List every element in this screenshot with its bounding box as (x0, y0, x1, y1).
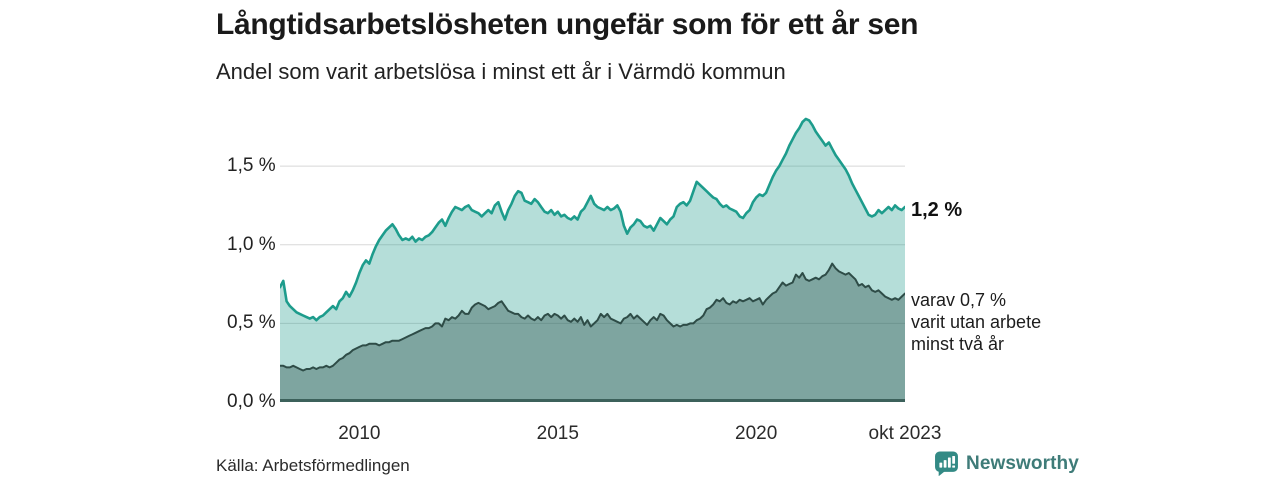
chart-subtitle: Andel som varit arbetslösa i minst ett å… (216, 59, 786, 84)
x-tick-label: 2010 (338, 423, 381, 444)
x-tick-label: 2015 (536, 423, 579, 444)
x-tick-label: okt 2023 (868, 423, 942, 444)
y-tick-label: 0,5 % (227, 312, 276, 334)
source-note: Källa: Arbetsförmedlingen (216, 456, 410, 475)
area-chart-plot (280, 117, 905, 402)
y-tick-label: 0,0 % (227, 391, 276, 412)
series-end-value-label: 1,2 % (911, 199, 963, 221)
page-title: Långtidsarbetslösheten ungefär som för e… (216, 8, 919, 41)
x-tick-label: 2020 (735, 423, 778, 444)
brand-name: Newsworthy (966, 452, 1079, 474)
newsworthy-pin-icon (935, 451, 958, 476)
y-tick-label: 1,0 % (227, 233, 276, 255)
y-tick-label: 1,5 % (227, 155, 276, 177)
subset-series-annotation: varav 0,7 % varit utan arbete minst två … (911, 290, 1042, 354)
brand-logo-group: Newsworthy (934, 451, 1079, 476)
